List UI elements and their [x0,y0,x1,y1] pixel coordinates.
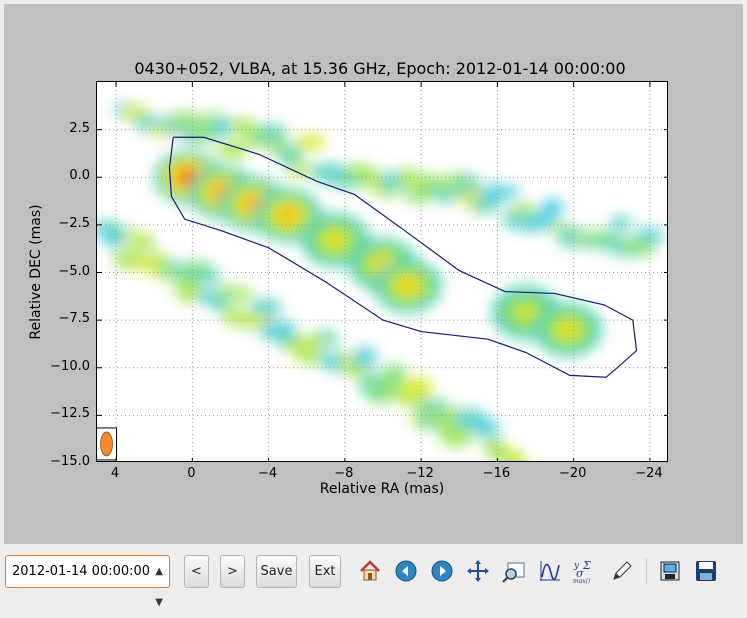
noise-blob [488,185,520,199]
plot-axes[interactable] [96,81,668,462]
noise-blob [610,215,632,230]
x-tick-label: −12 [406,466,434,481]
noise-blob [472,420,500,437]
x-tick-label: 0 [187,466,196,481]
noise-blob [635,228,665,242]
noise-blob [363,382,396,404]
spin-arrows-icon[interactable]: ▲ ▼ [155,566,163,608]
x-tick-label: −24 [635,466,663,481]
jet-component [284,212,292,219]
noise-blob [174,280,206,303]
jet-component [404,283,412,289]
noise-blob [352,347,377,369]
back-arrow-icon[interactable] [393,558,419,584]
noise-blob [295,134,325,151]
noise-blob [541,198,565,216]
noise-blob [314,330,339,346]
jet-component [331,237,339,243]
y-tick-label: 0.0 [69,168,90,184]
toolbar: 2012-01-14 00:00:00 ▲ ▼ < > Save Ext [0,548,747,608]
zoom-icon[interactable] [501,558,527,584]
x-tick-label: −4 [258,466,278,481]
plot-svg [97,82,667,461]
pan-icon[interactable] [465,558,491,584]
noise-blob [255,124,288,143]
y-tick-label: −5.0 [58,263,90,279]
noise-blob [278,145,303,167]
noise-blob [210,119,235,136]
epoch-select[interactable]: 2012-01-14 00:00:00 ▲ ▼ [5,555,170,608]
y-tick-label: 2.5 [69,120,90,136]
noise-background [97,102,665,461]
y-tick-label: −7.5 [58,311,90,327]
epoch-select-value: 2012-01-14 00:00:00 [12,564,151,579]
noise-blob [439,425,473,448]
noise-blob [530,211,556,229]
prev-epoch-button[interactable]: < [184,555,209,588]
noise-blob [187,270,223,283]
jet-component [185,174,192,180]
floppy-disk-icon[interactable] [693,558,719,584]
save-button[interactable]: Save [256,555,297,588]
next-epoch-button[interactable]: > [220,555,245,588]
save-figure-icon[interactable] [657,558,683,584]
configure-subplots-icon[interactable] [537,558,563,584]
noise-blob [250,299,282,317]
noise-blob [470,197,499,214]
noise-blob [132,236,157,250]
svg-text:Σ: Σ [582,559,591,572]
x-tick-label: −16 [482,466,511,481]
noise-blob [185,127,221,143]
y-axis-label: Relative DEC (mas) [28,204,44,340]
home-icon[interactable] [357,558,383,584]
contour-line [168,136,638,378]
jet-component [522,309,530,316]
edit-curves-icon[interactable]: y Σ σ max() [573,558,599,584]
noise-blob [383,364,407,383]
jet-component [249,201,257,207]
exit-button[interactable]: Ext [309,555,341,588]
svg-text:y: y [573,561,580,571]
edit-parameters-icon[interactable] [609,558,635,584]
noise-blob [286,163,314,177]
jet-component [564,326,572,333]
noise-blob [402,377,434,397]
beam-ellipse [100,431,113,457]
noise-blob [345,365,369,378]
y-tick-label: −2.5 [58,215,90,231]
plot-title: 0430+052, VLBA, at 15.36 GHz, Epoch: 201… [134,59,626,78]
forward-arrow-icon[interactable] [429,558,455,584]
y-tick-label: −12.5 [50,406,90,422]
noise-blob [415,399,451,414]
noise-blob [217,285,239,301]
y-tick-label: −15.0 [50,454,90,469]
x-tick-label: −20 [558,466,587,481]
svg-text:max(): max() [573,578,591,584]
svg-text:σ: σ [576,567,584,580]
noise-blob [450,174,481,195]
noise-blob [216,140,248,160]
toolbar-separator [646,558,647,584]
noise-blob [232,287,254,301]
x-tick-label: −8 [334,466,354,481]
noise-blob [504,455,529,461]
x-tick-label: 4 [110,466,120,481]
y-tick-label: −10.0 [50,358,90,374]
x-axis-label: Relative RA (mas) [319,481,445,497]
noise-blob [165,111,202,129]
